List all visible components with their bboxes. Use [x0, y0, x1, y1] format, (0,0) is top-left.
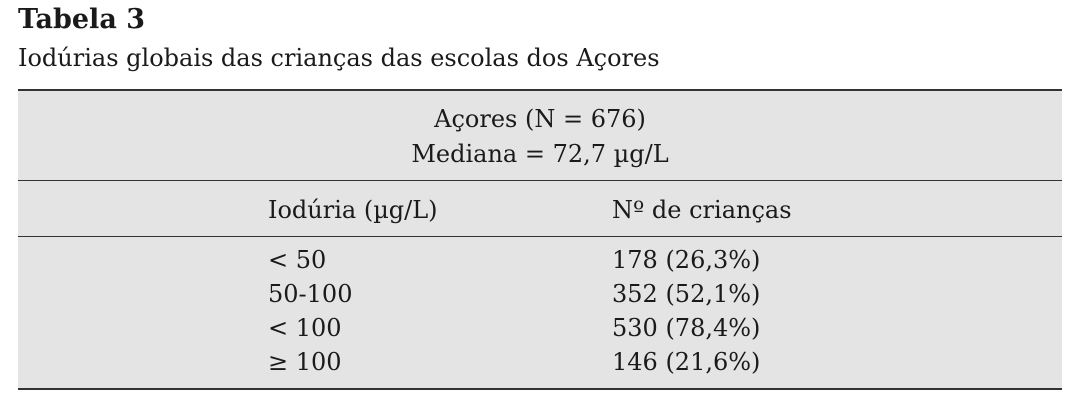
column-header: Iodúria (µg/L) [268, 196, 438, 224]
rule [18, 236, 1062, 237]
table-cell: 146 (21,6%) [612, 348, 761, 376]
table-title: Tabela 3 [18, 4, 145, 35]
rule [18, 180, 1062, 181]
table-cell: ≥ 100 [268, 348, 342, 376]
column-header: Nº de crianças [612, 196, 792, 224]
table-cell: 530 (78,4%) [612, 314, 761, 342]
table-caption: Iodúrias globais das crianças das escola… [18, 44, 660, 72]
table-cell: < 100 [268, 314, 342, 342]
table-cell: 178 (26,3%) [612, 246, 761, 274]
group-header: Mediana = 72,7 µg/L [411, 140, 669, 168]
table-cell: 50-100 [268, 280, 353, 308]
group-header: Açores (N = 676) [434, 105, 646, 133]
table-cell: < 50 [268, 246, 327, 274]
table: Açores (N = 676) Mediana = 72,7 µg/L Iod… [18, 89, 1062, 390]
table-cell: 352 (52,1%) [612, 280, 761, 308]
